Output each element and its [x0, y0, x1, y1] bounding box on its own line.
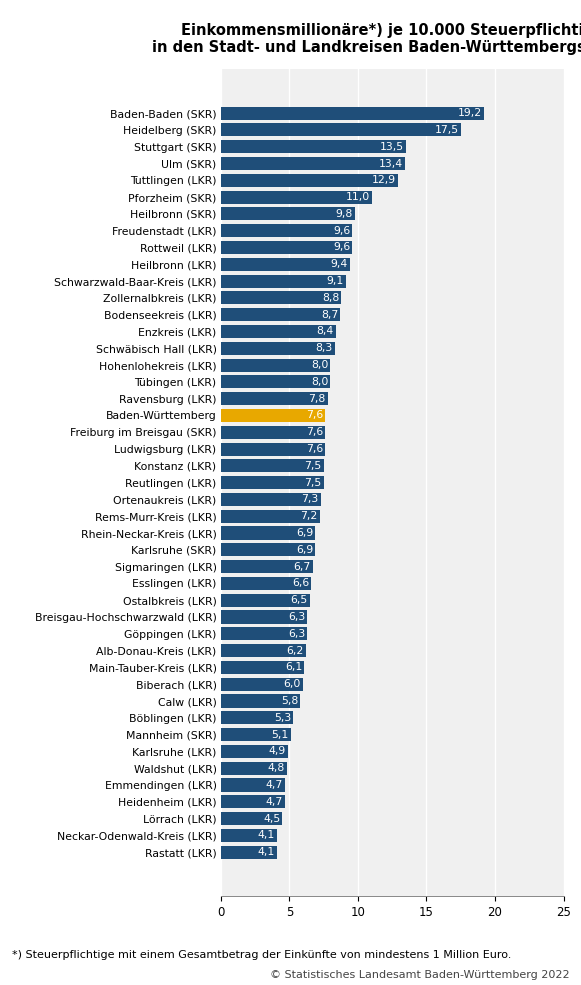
Text: 7,6: 7,6	[306, 444, 323, 454]
Text: 8,4: 8,4	[317, 326, 334, 337]
Bar	[221, 761, 286, 775]
Text: 4,7: 4,7	[266, 797, 283, 807]
Text: 8,0: 8,0	[311, 377, 328, 387]
Text: 13,5: 13,5	[380, 142, 404, 152]
Bar	[221, 123, 461, 137]
Text: 6,9: 6,9	[296, 528, 313, 538]
Text: 4,1: 4,1	[258, 847, 275, 857]
Text: 4,5: 4,5	[263, 814, 281, 823]
Text: 6,3: 6,3	[288, 612, 305, 623]
Bar	[221, 527, 315, 540]
Bar	[221, 611, 307, 624]
Text: 6,2: 6,2	[286, 645, 304, 656]
Bar	[221, 208, 355, 221]
Bar	[221, 694, 300, 707]
Bar	[221, 745, 288, 757]
Bar	[221, 375, 331, 388]
Bar	[221, 275, 346, 288]
Text: 6,5: 6,5	[290, 595, 308, 605]
Text: 4,8: 4,8	[267, 763, 285, 773]
Text: 6,6: 6,6	[292, 578, 309, 588]
Text: *) Steuerpflichtige mit einem Gesamtbetrag der Einkünfte von mindestens 1 Millio: *) Steuerpflichtige mit einem Gesamtbetr…	[12, 951, 511, 960]
Text: 6,9: 6,9	[296, 545, 313, 555]
Text: 5,1: 5,1	[271, 730, 289, 740]
Bar	[221, 157, 404, 170]
Text: 7,6: 7,6	[306, 427, 323, 437]
Bar	[221, 644, 306, 657]
Bar	[221, 409, 325, 422]
Bar	[221, 359, 331, 371]
Title: Einkommensmillionäre*) je 10.000 Steuerpflichtige
in den Stadt- und Landkreisen : Einkommensmillionäre*) je 10.000 Steuerp…	[152, 23, 581, 55]
Bar	[221, 140, 406, 154]
Text: 9,1: 9,1	[327, 276, 343, 286]
Text: 9,6: 9,6	[333, 242, 350, 252]
Bar	[221, 560, 313, 573]
Bar	[221, 627, 307, 640]
Text: 6,1: 6,1	[285, 663, 302, 673]
Text: 9,4: 9,4	[331, 259, 347, 269]
Bar	[221, 828, 277, 842]
Bar	[221, 190, 372, 204]
Bar	[221, 292, 342, 304]
Bar	[221, 442, 325, 456]
Text: 9,8: 9,8	[336, 209, 353, 219]
Bar	[221, 661, 304, 674]
Text: 9,6: 9,6	[333, 226, 350, 235]
Text: 8,0: 8,0	[311, 361, 328, 370]
Text: 7,5: 7,5	[304, 461, 321, 471]
Bar	[221, 711, 293, 724]
Bar	[221, 678, 303, 690]
Text: 17,5: 17,5	[435, 125, 458, 135]
Text: 7,6: 7,6	[306, 411, 323, 421]
Text: 13,4: 13,4	[378, 159, 403, 168]
Bar	[221, 492, 321, 506]
Text: 5,3: 5,3	[274, 713, 292, 723]
Bar	[221, 241, 353, 254]
Text: 6,3: 6,3	[288, 628, 305, 639]
Text: 5,8: 5,8	[281, 696, 298, 706]
Bar	[221, 846, 277, 859]
Bar	[221, 392, 328, 405]
Bar	[221, 225, 353, 237]
Bar	[221, 577, 311, 590]
Text: 7,8: 7,8	[309, 394, 326, 404]
Text: 7,5: 7,5	[304, 478, 321, 488]
Bar	[221, 459, 324, 473]
Bar	[221, 106, 484, 119]
Text: 6,7: 6,7	[293, 561, 311, 571]
Text: 8,7: 8,7	[321, 309, 338, 320]
Bar	[221, 308, 340, 321]
Bar	[221, 342, 335, 355]
Bar	[221, 325, 336, 338]
Text: 4,7: 4,7	[266, 780, 283, 790]
Bar	[221, 426, 325, 438]
Bar	[221, 795, 285, 809]
Text: 6,0: 6,0	[284, 680, 301, 690]
Text: 4,9: 4,9	[268, 747, 286, 756]
Bar	[221, 812, 282, 825]
Text: 12,9: 12,9	[371, 175, 396, 185]
Text: © Statistisches Landesamt Baden-Württemberg 2022: © Statistisches Landesamt Baden-Württemb…	[270, 970, 569, 980]
Text: 19,2: 19,2	[458, 108, 482, 118]
Bar	[221, 258, 350, 271]
Text: 7,3: 7,3	[302, 494, 319, 504]
Text: 8,8: 8,8	[322, 293, 339, 302]
Text: 8,3: 8,3	[315, 343, 332, 354]
Bar	[221, 476, 324, 490]
Bar	[221, 544, 315, 557]
Bar	[221, 778, 285, 792]
Text: 11,0: 11,0	[345, 192, 370, 202]
Bar	[221, 594, 310, 607]
Text: 4,1: 4,1	[258, 830, 275, 840]
Bar	[221, 728, 290, 741]
Text: 7,2: 7,2	[300, 511, 317, 521]
Bar	[221, 173, 397, 187]
Bar	[221, 509, 320, 523]
